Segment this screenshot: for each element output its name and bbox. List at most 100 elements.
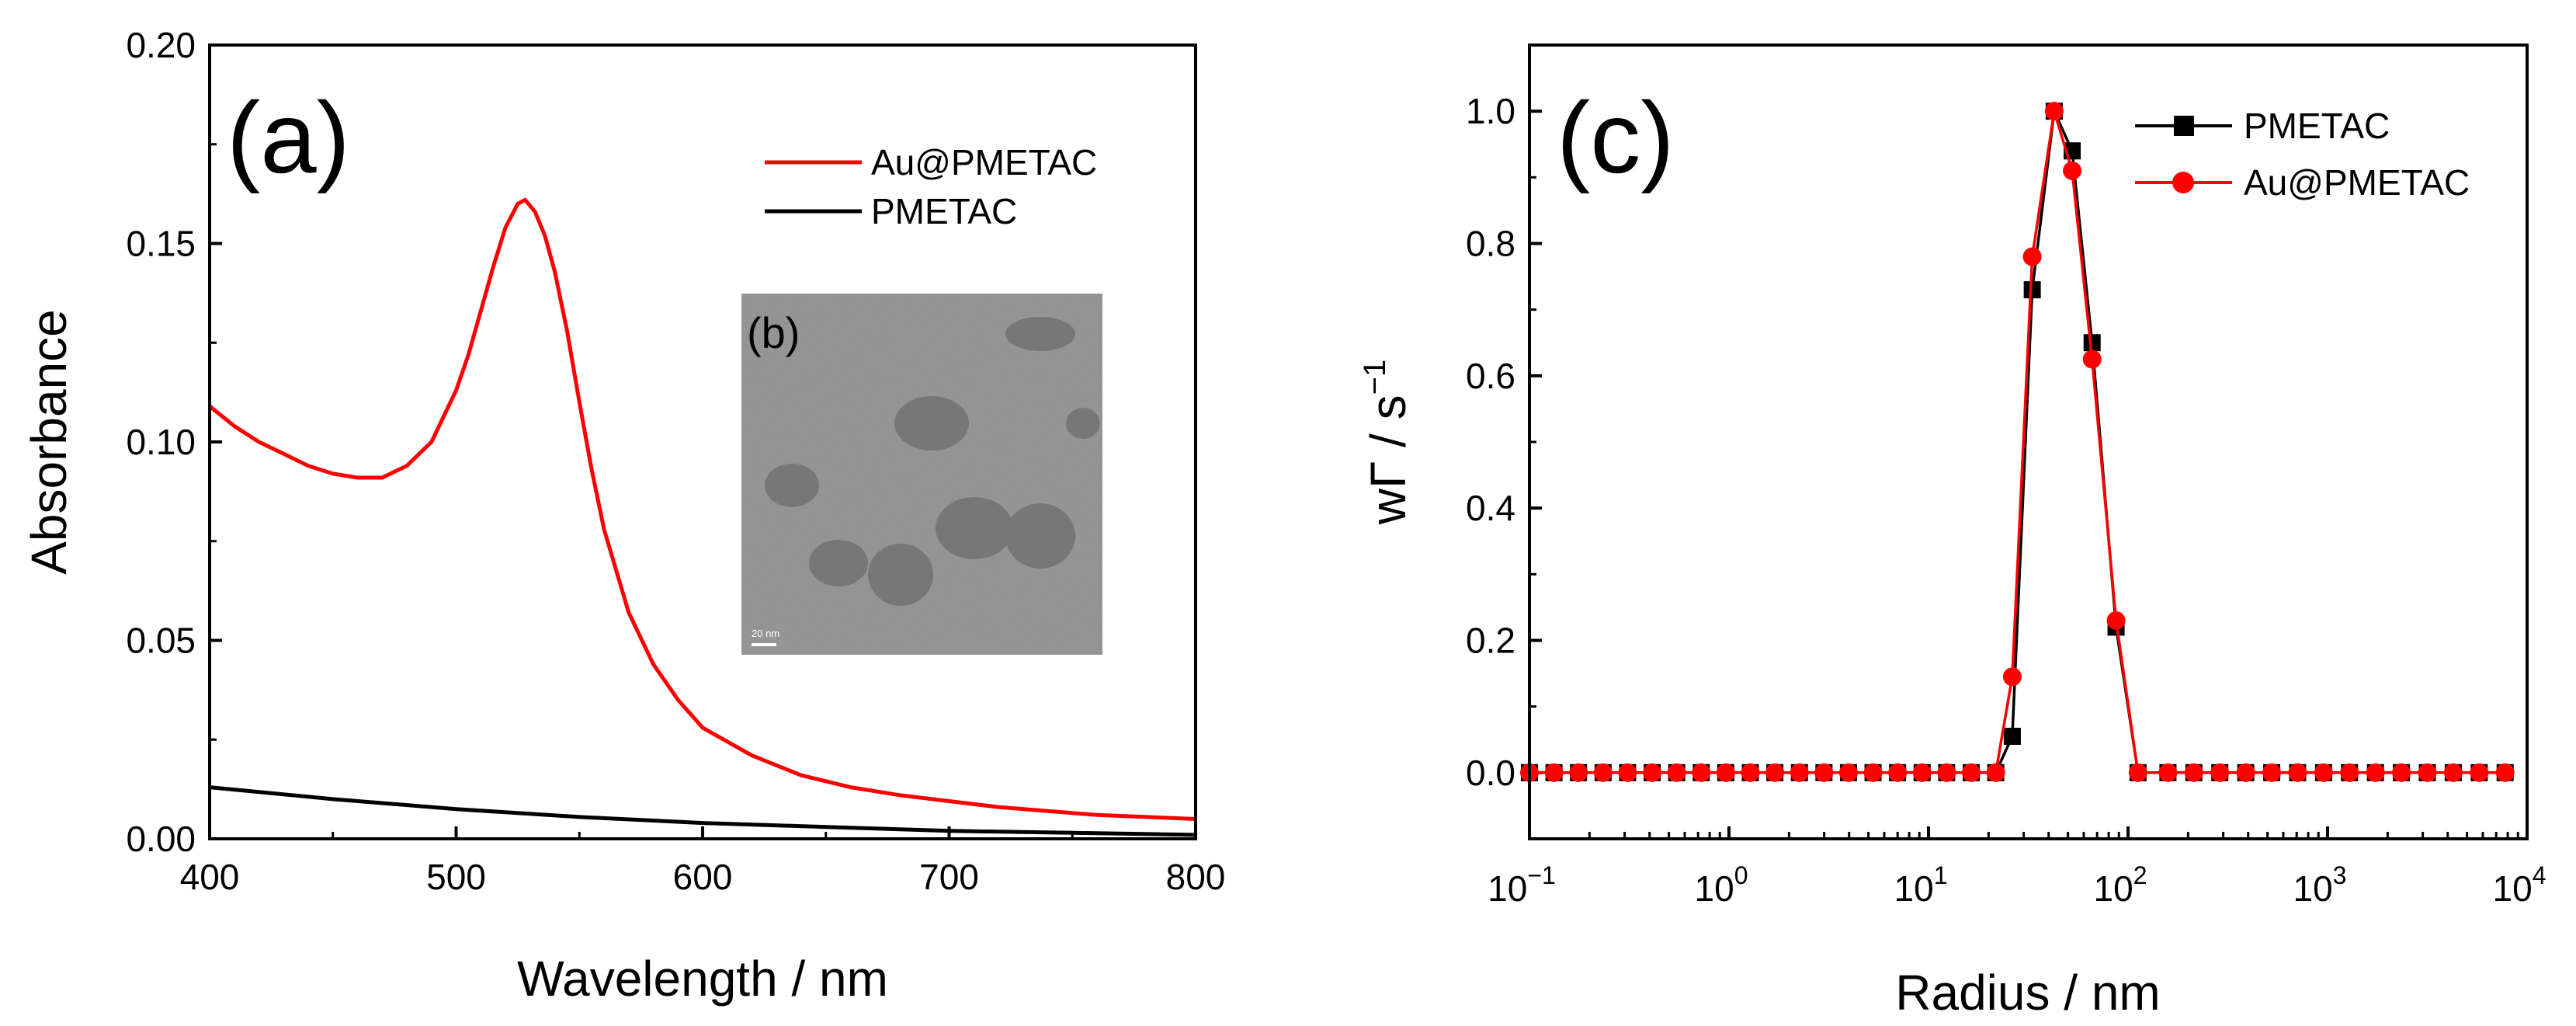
panel-c-legend: PMETAC Au@PMETAC [2135,106,2470,203]
tem-cluster [868,544,933,606]
panel-c-series [1520,102,2515,782]
panel-c: 10−1 100 101 102 103 104 0.0 0.2 0.4 0.6 0.8 1.0 Ra… [1358,43,2546,1021]
panel-c-tick-labels: 10−1 100 101 102 103 104 0.0 0.2 0.4 0.6 0.8 1.0 [1466,91,2546,909]
data-point-pmetac [2083,334,2101,352]
legend-marker-au-pmetac [2172,172,2194,193]
legend-label-pmetac: PMETAC [2244,106,2390,146]
data-point-au-pmetac [1838,763,1858,782]
tem-cluster [936,497,1013,559]
panel-c-y-axis-title-main: wΓ / s [1360,395,1416,525]
series-line-au-pmetac [208,197,1196,821]
data-point-au-pmetac [2063,161,2082,180]
legend-label-pmetac: PMETAC [871,191,1017,231]
tem-cluster [765,464,819,507]
data-point-au-pmetac [1765,763,1785,782]
tem-scale-bar-text: 20 nm [752,628,779,639]
panel-a-legend: Au@PMETAC PMETAC [765,142,1097,231]
series-line-pmetac [209,785,1196,837]
y-tick-label: 0.8 [1466,224,1515,264]
data-point-au-pmetac [1741,763,1760,782]
x-tick-label: 600 [673,857,733,897]
panel-a-frame [208,43,1197,840]
y-tick-label: 0.4 [1466,488,1515,528]
panel-c-frame [1528,43,2529,840]
legend-marker-pmetac [2174,116,2194,136]
data-point-au-pmetac [2236,763,2255,782]
y-tick-label: 0.20 [126,25,196,65]
tem-cluster [1066,408,1100,439]
panel-a-label: (a) [227,81,350,194]
y-tick-label: 0.6 [1466,356,1515,396]
data-point-au-pmetac [2314,763,2333,782]
data-point-au-pmetac [2106,610,2126,630]
data-point-au-pmetac [1618,763,1637,782]
data-point-au-pmetac [1863,763,1883,782]
data-point-au-pmetac [1912,763,1932,782]
x-tick-label: 101 [1894,861,1948,909]
data-point-au-pmetac [2022,247,2042,266]
panel-a-y-axis-title: Absorbance [21,309,77,575]
x-tick-label: 103 [2293,861,2347,909]
data-point-au-pmetac [2128,763,2147,782]
panel-c-y-axis-title-exponent: −1 [1358,360,1392,395]
y-tick-label: 0.00 [126,819,196,859]
x-tick-label: 102 [2094,861,2147,909]
data-point-au-pmetac [1814,763,1834,782]
data-point-au-pmetac [2418,763,2437,782]
x-tick-label: 800 [1166,857,1226,897]
data-point-au-pmetac [2288,763,2307,782]
data-point-au-pmetac [2340,763,2359,782]
data-point-au-pmetac [2082,350,2102,369]
y-tick-label: 0.10 [126,422,196,462]
data-point-au-pmetac [2366,763,2385,782]
data-point-au-pmetac [1888,763,1908,782]
tem-cluster [1005,317,1075,351]
tem-cluster [894,396,969,450]
data-point-au-pmetac [1593,763,1613,782]
data-point-pmetac [2023,281,2041,299]
legend-label-au-pmetac: Au@PMETAC [871,142,1097,183]
x-tick-label: 700 [919,857,979,897]
y-tick-label: 0.05 [126,621,196,661]
tem-particle-clusters [765,317,1100,606]
data-point-au-pmetac [1986,763,2005,782]
data-point-au-pmetac [1667,763,1686,782]
panel-c-y-axis-title: wΓ / s−1 [1358,360,1416,525]
data-point-au-pmetac [1544,763,1564,782]
tem-inset: (b) 20 nm [741,294,1102,655]
y-tick-label: 0.15 [126,224,196,264]
x-tick-label: 10−1 [1488,861,1556,909]
data-point-au-pmetac [2392,763,2411,782]
data-point-pmetac [2003,727,2021,745]
tem-inset-label: (b) [747,308,800,357]
data-point-au-pmetac [2210,763,2230,782]
data-point-au-pmetac [2044,102,2064,121]
y-tick-label: 0.0 [1466,753,1515,793]
panel-a-series [208,197,1196,837]
x-tick-label: 400 [180,857,240,897]
data-point-au-pmetac [1569,763,1588,782]
panel-c-x-axis-title: Radius / nm [1895,965,2160,1021]
data-point-au-pmetac [1716,763,1735,782]
data-point-au-pmetac [1643,763,1662,782]
panel-a: 400 500 600 700 800 0.00 0.05 0.10 0.15 0.20 Wave… [21,25,1225,1007]
tem-cluster [1005,503,1075,569]
y-tick-label: 0.2 [1466,621,1515,661]
data-point-au-pmetac [1790,763,1809,782]
data-point-au-pmetac [1961,763,1981,782]
data-point-au-pmetac [2470,763,2489,782]
x-tick-label: 104 [2493,861,2546,909]
x-tick-label: 100 [1695,861,1748,909]
data-point-au-pmetac [1937,763,1956,782]
data-point-au-pmetac [2002,667,2022,687]
data-point-au-pmetac [2495,763,2515,782]
x-tick-label: 500 [426,857,486,897]
panel-c-label: (c) [1557,81,1675,194]
panel-a-x-axis-title: Wavelength / nm [517,951,888,1007]
panel-a-tick-labels: 400 500 600 700 800 0.00 0.05 0.10 0.15 0.20 [126,25,1225,897]
data-point-au-pmetac [2184,763,2203,782]
legend-label-au-pmetac: Au@PMETAC [2244,162,2470,203]
data-point-au-pmetac [2262,763,2282,782]
data-point-au-pmetac [1692,763,1711,782]
